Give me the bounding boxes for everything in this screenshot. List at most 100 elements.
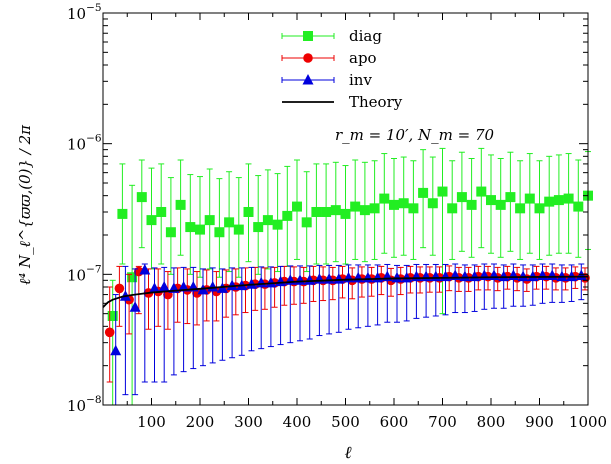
point-diag [233,224,244,235]
point-diag [243,206,254,217]
point-inv [226,279,238,291]
legend-item-inv: inv [281,71,372,89]
point-diag [544,196,555,207]
legend-marker [303,53,313,63]
legend-label: Theory [349,93,403,111]
point-diag [175,199,186,210]
point-diag [350,201,361,212]
point-inv [556,270,568,282]
point-diag [408,203,419,214]
point-inv [178,280,190,292]
point-diag [418,187,429,198]
point-diag [427,198,438,209]
point-diag [534,203,545,214]
point-diag [292,201,302,212]
legend-marker [302,74,314,85]
y-axis-label: ℓ⁴ N_ℓ^{ϖϖ,(0)} / 2π [16,124,34,285]
x-axis: 100 200 300 400 500 600 700 800 900 1000 [126,13,607,431]
x-tick-label: 100 [137,413,166,431]
point-apo [104,327,115,338]
point-diag [321,206,332,217]
point-inv [139,263,151,275]
point-diag [447,203,458,214]
point-inv [149,282,160,293]
point-diag [224,217,235,228]
y-tick-label: 10−7 [67,263,102,284]
point-inv [110,344,122,356]
x-axis-label: ℓ [344,443,351,463]
point-inv [246,278,257,289]
point-diag [117,208,128,219]
legend-marker [303,31,313,41]
x-tick-label: 600 [380,413,409,431]
point-diag [524,193,535,204]
x-tick-label: 200 [186,413,215,431]
legend-label: inv [349,71,372,89]
point-diag [456,192,467,203]
point-inv [498,270,510,282]
point-diag [156,206,167,217]
x-tick-label: 400 [283,413,312,431]
x-tick-label: 900 [525,413,554,431]
legend-label: diag [349,27,382,45]
point-diag [389,199,399,210]
point-diag [486,195,496,206]
point-diag [253,222,264,233]
series-inv [110,263,587,406]
point-inv [527,270,539,282]
point-diag [262,215,273,226]
point-inv [304,274,316,285]
point-diag [340,208,351,219]
legend: diag apo inv Theory [281,27,403,111]
x-tick-label: 300 [234,413,263,431]
point-diag [185,222,196,233]
legend-label: apo [349,49,377,67]
point-diag [272,219,283,230]
point-diag [466,199,477,210]
point-diag [369,203,380,214]
point-diag [107,310,118,321]
point-diag [398,198,409,209]
y-axis: 10−8 10−7 10−6 10−5 [67,2,588,415]
legend-item-apo: apo [281,49,377,67]
point-diag [127,272,138,283]
point-diag [165,227,176,238]
point-inv [401,271,413,283]
point-inv [459,270,471,282]
x-tick-label: 1000 [569,413,607,431]
point-diag [553,195,564,206]
point-inv [391,271,403,283]
point-inv [517,270,529,282]
point-diag [359,205,370,216]
point-inv [265,276,277,288]
point-diag [136,192,147,203]
point-inv [129,301,141,312]
point-diag [573,201,584,212]
series-diag [107,147,593,406]
y-tick-label: 10−8 [67,394,102,415]
point-diag [146,215,157,226]
point-diag [515,203,526,214]
point-diag [330,205,341,216]
point-diag [311,206,322,217]
annotation-parameters: r_m = 10′, N_m = 70 [335,126,495,144]
x-tick-label: 800 [477,413,506,431]
point-inv [158,280,170,292]
legend-item-theory: Theory [282,93,403,111]
series-apo [104,265,590,383]
point-diag [379,193,390,204]
x-tick-label: 500 [331,413,360,431]
point-diag [495,199,506,210]
point-inv [469,270,481,282]
point-diag [195,224,205,235]
theory-line [102,275,589,308]
point-diag [437,186,448,197]
y-tick-label: 10−5 [67,2,102,23]
point-diag [214,227,225,238]
x-tick-label: 700 [428,413,457,431]
point-diag [301,217,312,228]
point-apo [114,283,125,294]
series-theory [102,275,589,308]
legend-item-diag: diag [281,27,382,45]
